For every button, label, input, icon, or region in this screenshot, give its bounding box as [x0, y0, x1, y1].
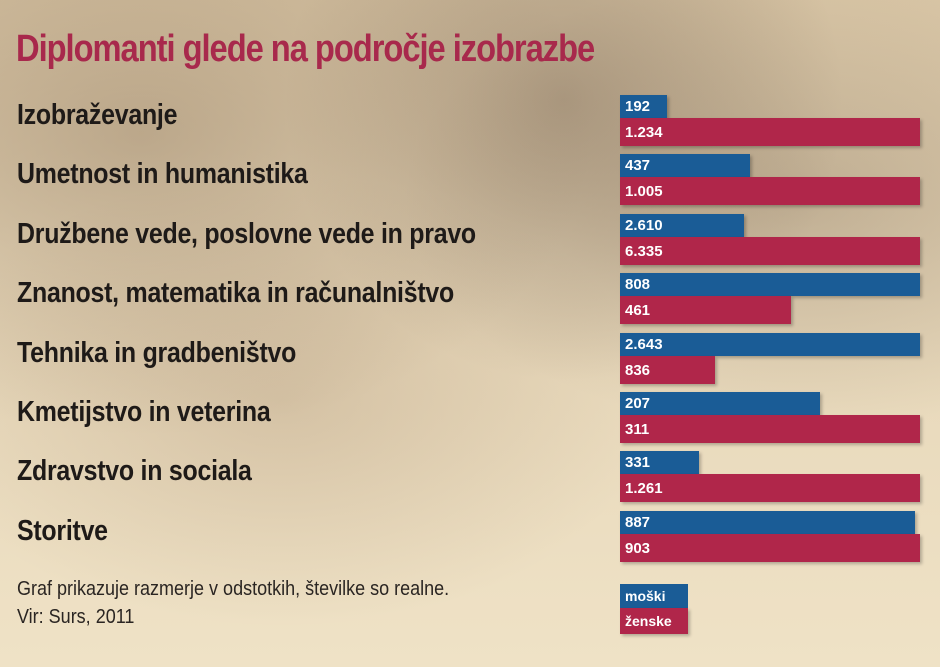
- bar-zenske: 903: [620, 533, 920, 562]
- chart-title: Diplomanti glede na področje izobrazbe: [16, 28, 595, 70]
- category-label: Kmetijstvo in veterina: [17, 396, 271, 428]
- bar-moski: 808: [620, 273, 920, 297]
- bar-moski: 2.610: [620, 213, 744, 237]
- bar-moski: 2.643: [620, 332, 920, 356]
- chart-source: Vir: Surs, 2011: [17, 606, 135, 628]
- bar-moski: 207: [620, 392, 820, 415]
- bar-zenske: 6.335: [620, 236, 920, 265]
- category-label: Storitve: [17, 514, 108, 547]
- bar-moski: 437: [620, 154, 751, 178]
- category-label: Zdravstvo in sociala: [17, 455, 252, 488]
- bar-zenske: 836: [620, 355, 715, 384]
- bar-moski: 192: [620, 95, 667, 118]
- category-label: Izobraževanje: [17, 99, 178, 131]
- bar-zenske: 461: [620, 296, 792, 325]
- chart-note: Graf prikazuje razmerje v odstotkih, šte…: [17, 578, 450, 600]
- category-label: Družbene vede, poslovne vede in pravo: [17, 217, 476, 250]
- legend-moski: moški: [620, 584, 688, 608]
- bar-zenske: 1.261: [620, 474, 920, 503]
- category-label: Umetnost in humanistika: [17, 158, 308, 191]
- category-label: Znanost, matematika in računalništvo: [17, 277, 454, 310]
- bar-zenske: 311: [620, 415, 920, 443]
- bar-moski: 331: [620, 451, 699, 475]
- legend-zenske: ženske: [620, 608, 688, 634]
- bar-zenske: 1.234: [620, 118, 920, 146]
- category-label: Tehnika in gradbeništvo: [17, 336, 297, 369]
- bar-moski: 887: [620, 510, 915, 534]
- bar-zenske: 1.005: [620, 177, 920, 206]
